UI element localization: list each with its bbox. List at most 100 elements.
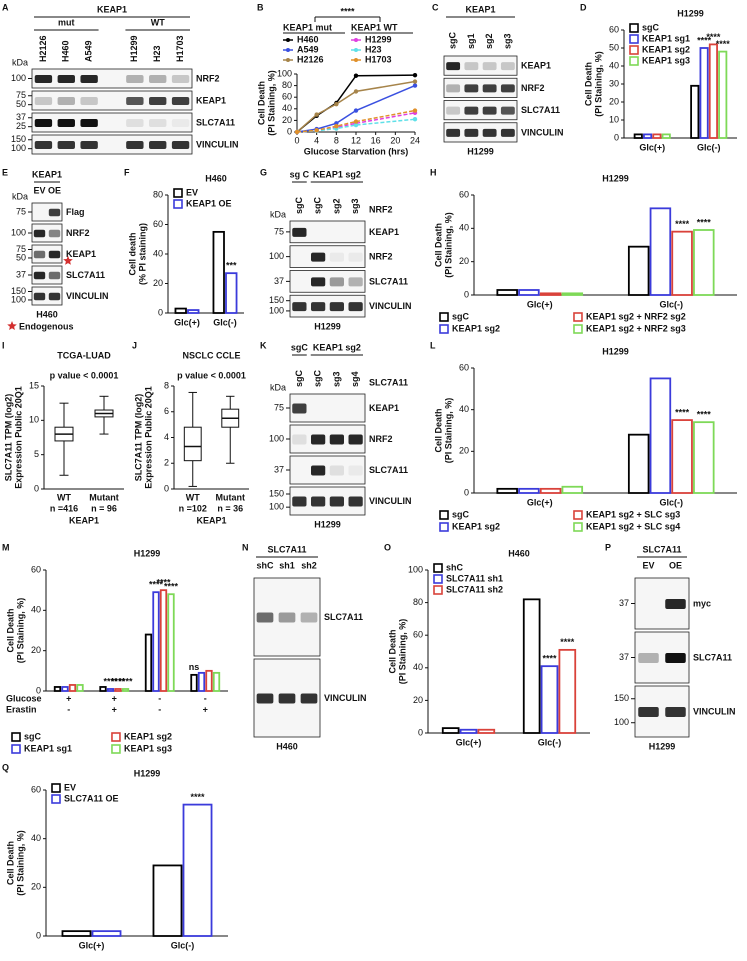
band bbox=[126, 75, 144, 83]
blot-header: KEAP1 bbox=[97, 4, 127, 14]
blot-header: SLC7A11 bbox=[267, 544, 306, 554]
point bbox=[412, 83, 418, 88]
band bbox=[500, 62, 515, 71]
chart-title: H1299 bbox=[602, 173, 629, 183]
point bbox=[314, 128, 319, 133]
lane-label: H1299 bbox=[129, 35, 139, 62]
blot-footer: H1299 bbox=[314, 321, 341, 331]
significance-label: **** bbox=[164, 582, 179, 592]
band bbox=[464, 62, 479, 71]
band bbox=[500, 84, 515, 93]
bar bbox=[205, 669, 213, 692]
panel-letter: K bbox=[260, 340, 267, 350]
band bbox=[34, 97, 53, 105]
lane-group: sgC bbox=[291, 342, 309, 352]
point bbox=[353, 73, 359, 78]
bar bbox=[539, 487, 562, 494]
significance-label: **** bbox=[560, 637, 575, 647]
kda-marker: 100 bbox=[11, 143, 26, 153]
kda-marker: 100 bbox=[269, 251, 284, 261]
kda-marker: 50 bbox=[16, 252, 26, 262]
condition-sign: - bbox=[158, 693, 161, 703]
condition-sign: + bbox=[203, 704, 208, 714]
band bbox=[446, 128, 461, 137]
blot-header: SLC7A11 bbox=[642, 544, 681, 554]
significance-label: **** bbox=[156, 578, 171, 588]
bar bbox=[159, 589, 168, 692]
band bbox=[311, 434, 326, 445]
band bbox=[34, 141, 53, 149]
row-label: SLC7A11 bbox=[196, 117, 235, 127]
x-tick-label: Glc(+) bbox=[527, 299, 553, 309]
blot-frame bbox=[634, 577, 690, 630]
legend-label: sgC bbox=[24, 731, 42, 741]
row-label: NRF2 bbox=[369, 252, 393, 262]
x-tick-label: Glc(-) bbox=[660, 299, 684, 309]
band bbox=[80, 75, 98, 83]
y-tick-label: 40 bbox=[413, 662, 423, 672]
y-tick-label: 0 bbox=[614, 132, 619, 142]
y-tick-label: 15 bbox=[29, 380, 39, 390]
y-tick-label: 40 bbox=[31, 833, 41, 843]
legend-label: SLC7A11 OE bbox=[64, 793, 119, 803]
bar bbox=[99, 686, 107, 692]
point bbox=[412, 72, 418, 78]
bar bbox=[190, 673, 198, 692]
chart-title: H1299 bbox=[134, 768, 161, 778]
legend-label: H23 bbox=[365, 44, 382, 54]
band bbox=[80, 141, 98, 149]
lane-group: KEAP1 sg2 bbox=[313, 169, 361, 179]
legend-label: H2126 bbox=[297, 54, 324, 64]
legend-swatch bbox=[433, 574, 443, 584]
band bbox=[329, 277, 344, 287]
chart-title: H460 bbox=[205, 173, 227, 183]
bar bbox=[91, 930, 122, 937]
row-label: myc bbox=[693, 598, 711, 608]
band bbox=[348, 277, 363, 287]
band bbox=[278, 612, 296, 623]
y-tick-label: 100 bbox=[408, 564, 423, 574]
kda-marker: 37 bbox=[16, 112, 26, 122]
bar bbox=[225, 272, 238, 314]
kda-marker: 75 bbox=[16, 90, 26, 100]
row-label: SLC7A11 bbox=[369, 465, 408, 475]
bar bbox=[53, 686, 62, 692]
legend-swatch bbox=[629, 56, 639, 66]
x-tick-label: 16 bbox=[371, 135, 381, 145]
bar bbox=[699, 47, 709, 139]
x-tick-label: Glc(+) bbox=[79, 940, 105, 950]
sample-size: n =416 bbox=[50, 503, 78, 513]
kda-marker: 37 bbox=[16, 269, 26, 279]
y-tick-label: 40 bbox=[609, 60, 619, 70]
kda-marker: 25 bbox=[16, 121, 26, 131]
legend-label: shC bbox=[446, 562, 464, 572]
y-axis-label: (PI Staining, %) bbox=[593, 51, 603, 117]
band bbox=[446, 62, 461, 71]
condition-sign: + bbox=[112, 704, 117, 714]
y-tick-label: 20 bbox=[459, 446, 469, 456]
bar bbox=[152, 864, 183, 937]
significance-label: **** bbox=[697, 217, 712, 227]
row-label: Flag bbox=[66, 207, 85, 217]
lane-label: sg4 bbox=[350, 371, 360, 387]
kda-marker: 100 bbox=[11, 294, 26, 304]
x-tick-label: Glc(+) bbox=[174, 317, 200, 327]
band bbox=[311, 252, 326, 262]
significance-label: **** bbox=[542, 654, 557, 664]
blot-frame bbox=[31, 286, 63, 306]
lane-label: OE bbox=[669, 560, 682, 570]
legend-label: KEAP1 sg3 bbox=[642, 55, 690, 65]
x-tick-label: Glc(-) bbox=[171, 940, 195, 950]
chart-title: H1299 bbox=[677, 8, 704, 18]
y-axis-label: Cell Death bbox=[5, 608, 15, 652]
bar bbox=[68, 684, 77, 692]
bar bbox=[477, 728, 496, 734]
kda-marker: 75 bbox=[16, 244, 26, 254]
y-tick-label: 60 bbox=[459, 362, 469, 372]
lane-label: sgC bbox=[294, 196, 304, 214]
blot-frame bbox=[31, 244, 63, 264]
point bbox=[334, 101, 339, 107]
significance-label: **** bbox=[697, 35, 712, 45]
bar bbox=[167, 593, 175, 692]
star-icon bbox=[7, 321, 17, 330]
